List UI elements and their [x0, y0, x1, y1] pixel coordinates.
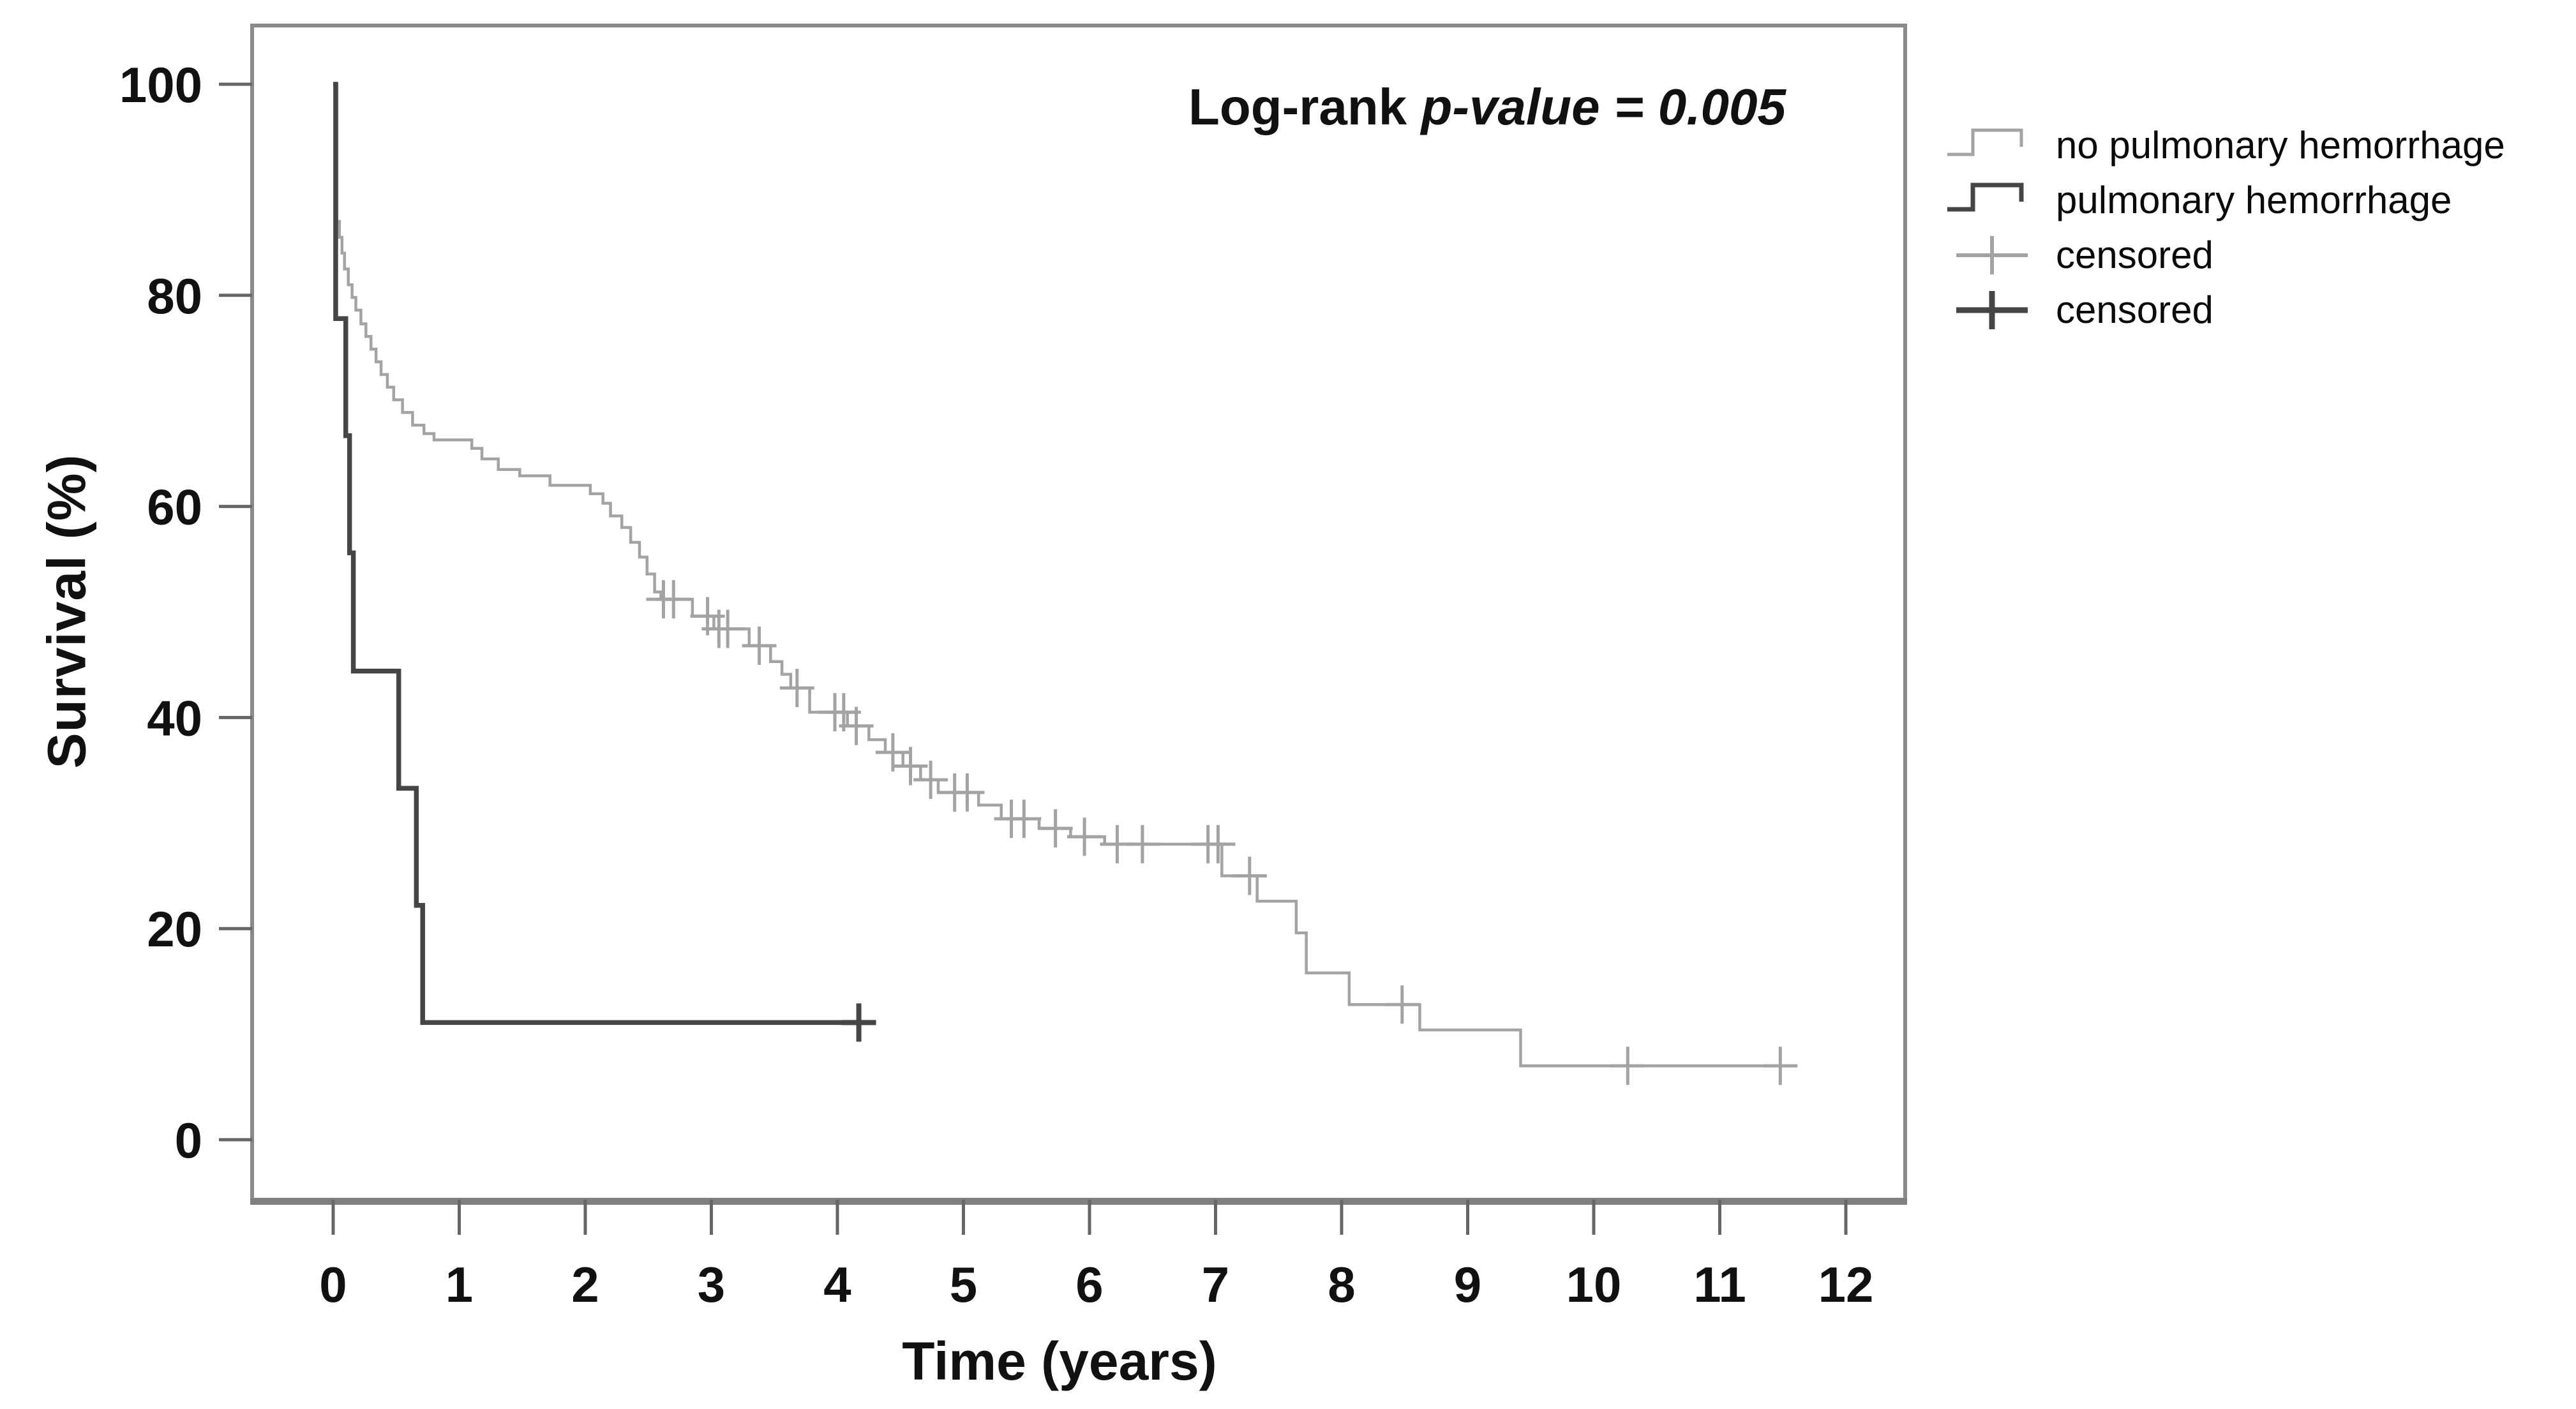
y-tick-label: 0 [175, 1112, 202, 1168]
legend-item-label: censored [2056, 234, 2213, 276]
x-axis-title: Time (years) [902, 1331, 1217, 1391]
censored-plus-icon [1956, 236, 2028, 274]
legend-item-label: pulmonary hemorrhage [2056, 179, 2452, 221]
x-tick-label: 3 [698, 1256, 725, 1313]
censored-plus-icon [1956, 291, 2028, 329]
y-axis-title: Survival (%) [36, 454, 97, 769]
x-tick-label: 0 [319, 1256, 347, 1313]
step-line-sample-icon [1947, 128, 2023, 156]
x-tick-label: 7 [1202, 1256, 1229, 1313]
x-tick-label: 6 [1075, 1256, 1103, 1313]
y-tick-label: 100 [119, 57, 202, 113]
x-tick-label: 9 [1454, 1256, 1481, 1313]
x-tick-label: 12 [1818, 1256, 1874, 1313]
legend-item-0: no pulmonary hemorrhage [1943, 125, 2505, 166]
survival-curve-pulmonary-hemorrhage [333, 82, 872, 1025]
survival-curve-no-pulmonary-hemorrhage [333, 82, 1783, 1068]
x-tick-label: 8 [1328, 1256, 1355, 1313]
step-line-sample-icon [1947, 183, 2024, 212]
y-tick-label: 20 [147, 901, 202, 957]
x-tick-label: 2 [571, 1256, 599, 1313]
x-tick-label: 10 [1566, 1256, 1622, 1313]
x-tick-label: 1 [446, 1256, 473, 1313]
y-tick-label: 60 [147, 479, 202, 535]
x-tick-label: 4 [823, 1256, 851, 1313]
legend-item-label: censored [2056, 288, 2213, 331]
log-rank-annotation-pvalue: p-value = 0.005 [1421, 78, 1786, 135]
legend-item-label: no pulmonary hemorrhage [2056, 124, 2505, 167]
log-rank-annotation-prefix: Log-rank [1188, 78, 1421, 135]
y-tick-label: 80 [147, 268, 202, 324]
legend-item-3: censored [1943, 290, 2505, 331]
x-tick-label: 5 [950, 1256, 977, 1313]
log-rank-annotation: Log-rank p-value = 0.005 [1168, 78, 1806, 137]
legend: no pulmonary hemorrhage pulmonary hemorr… [1943, 125, 2505, 331]
legend-item-1: pulmonary hemorrhage [1943, 180, 2505, 221]
legend-item-2: censored [1943, 235, 2505, 276]
y-tick-label: 40 [147, 690, 202, 746]
x-tick-label: 11 [1693, 1256, 1746, 1313]
